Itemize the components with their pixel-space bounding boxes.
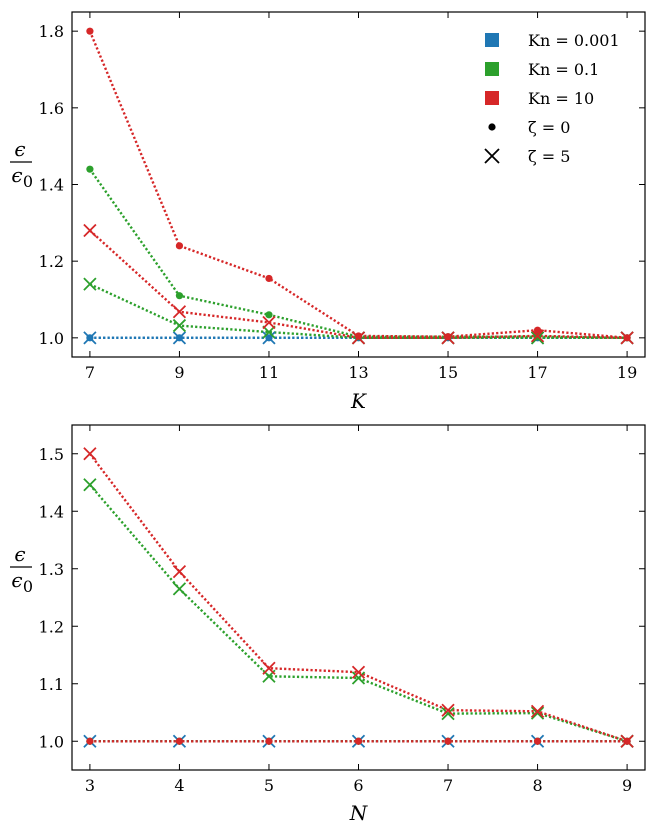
bottom-point-x <box>172 564 187 579</box>
bottom-ylabel-subscript: 0 <box>23 577 33 596</box>
bottom-point-dot <box>533 737 542 745</box>
top-xtick-label: 19 <box>617 363 637 382</box>
bottom-point-x <box>262 661 276 675</box>
top-legend-swatch-square <box>485 33 499 47</box>
bottom-point-dot <box>444 737 452 745</box>
top-point-x <box>351 331 366 345</box>
top-point-x <box>172 305 187 319</box>
top-ylabel-numerator: ϵ <box>14 137 25 161</box>
bottom-point-x <box>83 478 97 492</box>
top-legend-swatch-x <box>484 148 500 164</box>
top-point-x <box>262 315 276 330</box>
top-legend: Kn = 0.001 Kn = 0.1 Kn = 10 ζ = 0 ζ = 5 <box>484 31 620 166</box>
top-point-x <box>620 331 634 345</box>
bottom-point-x <box>530 706 545 720</box>
top-point-x <box>262 331 276 345</box>
top-xlabel: K <box>350 389 367 413</box>
bottom-xtick-label: 8 <box>532 776 542 795</box>
bottom-series-line <box>88 453 628 743</box>
top-ylabel: ϵϵ 0 <box>10 137 33 191</box>
top-legend-swatch-square <box>485 91 499 105</box>
top-ytick-label: 1.8 <box>39 22 64 41</box>
top-point-dot <box>265 311 273 319</box>
top-ytick-label: 1.4 <box>39 176 64 195</box>
bottom-xtick-label: 5 <box>264 776 274 795</box>
top-legend-swatch-dot <box>488 123 496 131</box>
bottom-ytick-label: 1.3 <box>39 560 64 579</box>
bottom-axes-frame <box>71 424 646 771</box>
bottom-point-x <box>530 704 545 718</box>
bottom-point-x <box>172 582 187 596</box>
bottom-point-dot <box>265 737 273 745</box>
top-ytick-label: 1.2 <box>39 252 64 271</box>
bottom-ytick-label: 1.5 <box>39 445 64 464</box>
top-point-x <box>530 329 545 343</box>
bottom-ytick-label: 1.0 <box>39 732 64 751</box>
bottom-point-x <box>620 734 634 748</box>
bottom-ytick-label: 1.1 <box>39 675 64 694</box>
top-legend-label: Kn = 0.1 <box>528 60 599 79</box>
bottom-ytick-label: 1.2 <box>39 617 64 636</box>
bottom-point-dot <box>175 737 184 745</box>
top-legend-label: ζ = 0 <box>528 118 570 137</box>
top-xtick-label: 17 <box>527 363 547 382</box>
bottom-ylabel: ϵϵ 0 <box>10 542 33 596</box>
bottom-xtick-label: 6 <box>353 776 363 795</box>
bottom-xtick-label: 9 <box>622 776 632 795</box>
top-legend-swatch-square <box>485 62 499 76</box>
top-point-dot <box>175 292 184 300</box>
top-legend-label: Kn = 0.001 <box>528 31 620 50</box>
top-point-x <box>530 331 545 345</box>
top-point-dot <box>265 274 273 283</box>
top-point-x <box>172 331 187 345</box>
top-series-line <box>88 168 628 339</box>
top-point-x <box>441 331 455 345</box>
top-ytick-label: 1.6 <box>39 99 64 118</box>
bottom-xtick-label: 7 <box>443 776 453 795</box>
bottom-point-x <box>83 447 97 461</box>
top-point-x <box>83 331 97 345</box>
top-point-dot <box>533 326 542 334</box>
bottom-point-dot <box>354 737 363 745</box>
top-point-dot <box>86 27 94 35</box>
top-legend-label: Kn = 10 <box>528 89 594 108</box>
top-xtick-label: 13 <box>348 363 368 382</box>
top-ytick-label: 1.0 <box>39 329 64 348</box>
bottom-point-x <box>351 665 366 679</box>
top-point-x <box>262 325 276 339</box>
top-point-dot <box>354 332 363 340</box>
top-xtick-label: 15 <box>438 363 458 382</box>
bottom-ytick-label: 1.4 <box>39 502 64 521</box>
top-legend-label: ζ = 5 <box>528 147 570 166</box>
bottom-point-x <box>441 707 455 721</box>
top-point-dot <box>175 242 184 250</box>
top-xtick-label: 9 <box>174 363 184 382</box>
top-xtick-label: 7 <box>85 363 95 382</box>
bottom-xtick-label: 4 <box>174 776 184 795</box>
top-point-x <box>83 277 97 291</box>
bottom-point-x <box>441 703 455 717</box>
top-point-x <box>83 223 97 238</box>
bottom-series-line <box>88 484 628 743</box>
top-ylabel-subscript: 0 <box>23 172 33 191</box>
bottom-xtick-label: 3 <box>85 776 95 795</box>
bottom-point-x <box>351 671 366 685</box>
bottom-xlabel: N <box>349 801 369 825</box>
top-ylabel-denominator: ϵ <box>11 163 22 187</box>
bottom-ylabel-denominator: ϵ <box>11 568 22 592</box>
top-point-dot <box>86 165 94 173</box>
bottom-point-dot <box>86 737 94 745</box>
top-xtick-label: 11 <box>259 363 279 382</box>
top-point-x <box>172 318 187 333</box>
bottom-ylabel-numerator: ϵ <box>14 542 25 566</box>
